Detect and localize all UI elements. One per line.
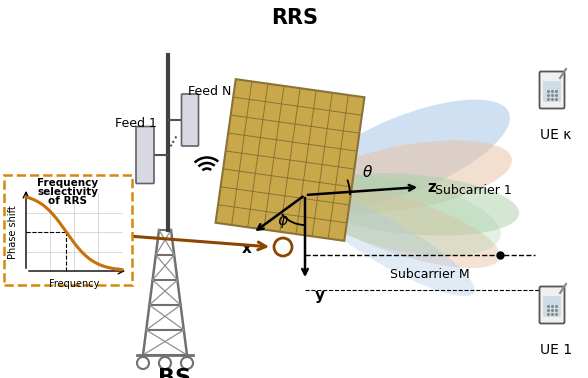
Polygon shape xyxy=(216,79,365,241)
Text: x: x xyxy=(242,241,252,256)
Text: selectivity: selectivity xyxy=(38,187,99,197)
FancyBboxPatch shape xyxy=(182,94,199,146)
FancyBboxPatch shape xyxy=(4,175,132,285)
Text: Feed 1: Feed 1 xyxy=(115,117,157,130)
Text: z: z xyxy=(427,180,436,195)
Text: φ: φ xyxy=(277,213,287,228)
Text: θ: θ xyxy=(363,165,372,180)
FancyBboxPatch shape xyxy=(540,71,564,108)
Text: ...: ... xyxy=(158,127,182,149)
Ellipse shape xyxy=(305,173,519,236)
FancyBboxPatch shape xyxy=(540,287,564,324)
Polygon shape xyxy=(543,296,561,317)
Text: BS: BS xyxy=(159,368,192,378)
Ellipse shape xyxy=(305,185,500,268)
Ellipse shape xyxy=(304,191,475,296)
Text: Frequency: Frequency xyxy=(49,279,99,289)
Ellipse shape xyxy=(305,140,512,213)
Text: of RRS: of RRS xyxy=(48,196,88,206)
Ellipse shape xyxy=(305,176,501,256)
Text: Subcarrier M: Subcarrier M xyxy=(390,268,470,282)
Text: UE κ: UE κ xyxy=(540,128,572,142)
Text: Frequency: Frequency xyxy=(38,178,99,188)
Text: RRS: RRS xyxy=(272,8,319,28)
Polygon shape xyxy=(543,81,561,102)
Ellipse shape xyxy=(304,99,510,208)
Text: UE 1: UE 1 xyxy=(540,343,572,357)
Text: y: y xyxy=(315,288,325,303)
Text: Feed N: Feed N xyxy=(188,85,231,98)
FancyBboxPatch shape xyxy=(136,127,154,183)
Text: Phase shift: Phase shift xyxy=(8,205,18,259)
Text: Subcarrier 1: Subcarrier 1 xyxy=(435,183,512,197)
